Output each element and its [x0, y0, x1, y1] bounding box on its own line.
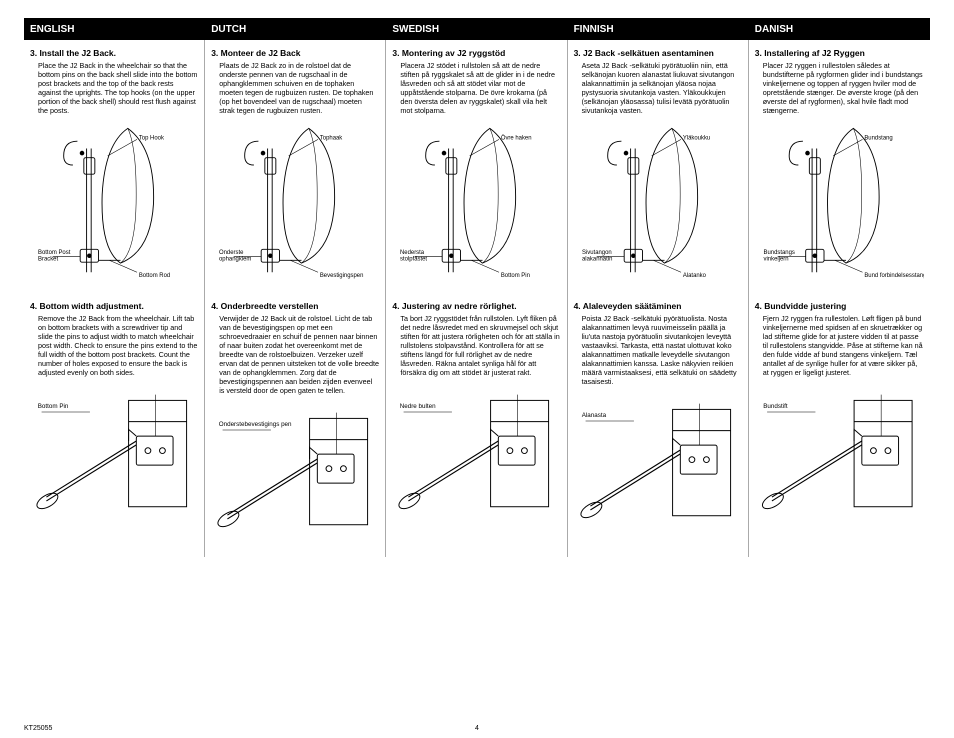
install-diagram: Top Hook Bottom Post Bracket Bottom Rod	[30, 121, 198, 286]
svg-text:Bracket: Bracket	[38, 256, 58, 262]
svg-text:Alanasta: Alanasta	[581, 412, 606, 419]
adjustment-diagram: Nedre bulten	[392, 383, 560, 528]
adjustment-diagram: Alanasta	[574, 392, 742, 537]
svg-text:Bottom Pin: Bottom Pin	[38, 403, 69, 410]
svg-text:vinkeljern: vinkeljern	[763, 256, 788, 262]
svg-text:Top Hook: Top Hook	[139, 135, 164, 141]
step4-title: 4. Bundvidde justering	[755, 301, 924, 311]
install-diagram: Bundstang Bundstangs vinkeljern Bund for…	[755, 121, 924, 286]
step4-title: 4. Onderbreedte verstellen	[211, 301, 379, 311]
svg-text:Sivutangon: Sivutangon	[582, 250, 612, 256]
language-column: 3. Montering av J2 ryggstöd Placera J2 st…	[386, 40, 567, 557]
step4-body: Poista J2 Back -selkätuki pyörätuolista.…	[582, 314, 742, 386]
step3-body: Plaats de J2 Back zo in de rolstoel dat …	[219, 61, 379, 115]
language-column: 3. Install the J2 Back. Place the J2 Back…	[24, 40, 205, 557]
language-column: 3. J2 Back -selkätuen asentaminen Aseta J…	[568, 40, 749, 557]
svg-text:stolpfästet: stolpfästet	[400, 256, 427, 262]
step4-title: 4. Alaleveyden säätäminen	[574, 301, 742, 311]
header-swedish: SWEDISH	[386, 24, 567, 35]
language-column: 3. Installering af J2 Ryggen Placer J2 ry…	[749, 40, 930, 557]
svg-text:Onderstebevestigings pen: Onderstebevestigings pen	[219, 421, 292, 428]
step4-title: 4. Bottom width adjustment.	[30, 301, 198, 311]
step3-title: 3. Montering av J2 ryggstöd	[392, 48, 560, 58]
step3-title: 3. Install the J2 Back.	[30, 48, 198, 58]
step3-title: 3. Installering af J2 Ryggen	[755, 48, 924, 58]
svg-text:Bottom Post: Bottom Post	[38, 250, 71, 256]
svg-text:Onderste: Onderste	[219, 250, 244, 256]
step4-body: Remove the J2 Back from the wheelchair. …	[38, 314, 198, 377]
svg-text:alakannatin: alakannatin	[582, 256, 612, 262]
footer: KT25055 4	[24, 725, 930, 732]
svg-text:Bottom Rod: Bottom Rod	[139, 273, 170, 279]
header-dutch: DUTCH	[205, 24, 386, 35]
step3-body: Place the J2 Back in the wheelchair so t…	[38, 61, 198, 115]
header-english: ENGLISH	[24, 24, 205, 35]
svg-text:Nedersta: Nedersta	[400, 250, 425, 256]
step3-body: Placera J2 stödet i rullstolen så att de…	[400, 61, 560, 115]
install-diagram: Övre haken Nedersta stolpfästet Bottom P…	[392, 121, 560, 286]
svg-text:ophangklem: ophangklem	[219, 256, 251, 262]
step4-body: Fjern J2 ryggen fra rullestolen. Løft fl…	[763, 314, 924, 377]
step4-body: Verwijder de J2 Back uit de rolstoel. Li…	[219, 314, 379, 395]
header-danish: DANISH	[749, 24, 930, 35]
header-finnish: FINNISH	[568, 24, 749, 35]
step4-title: 4. Justering av nedre rörlighet.	[392, 301, 560, 311]
adjustment-diagram: Bottom Pin	[30, 383, 198, 528]
install-diagram: Tophaak Onderste ophangklem Bevestigings…	[211, 121, 379, 286]
step3-title: 3. Monteer de J2 Back	[211, 48, 379, 58]
svg-text:Nedre bulten: Nedre bulten	[400, 403, 436, 410]
step4-body: Ta bort J2 ryggstödet från rullstolen. L…	[400, 314, 560, 377]
adjustment-diagram: Onderstebevestigings pen	[211, 401, 379, 546]
svg-text:Tophaak: Tophaak	[320, 135, 342, 141]
svg-text:Bund forbindelsesstang: Bund forbindelsesstang	[864, 273, 924, 279]
svg-text:Yläkoukku: Yläkoukku	[682, 135, 709, 141]
svg-text:Bevestigingspen: Bevestigingspen	[320, 273, 364, 279]
svg-text:Bundstangs: Bundstangs	[763, 250, 794, 256]
language-header: ENGLISH DUTCH SWEDISH FINNISH DANISH	[24, 18, 930, 40]
step3-body: Placer J2 ryggen i rullestolen således a…	[763, 61, 924, 115]
svg-text:Alatanko: Alatanko	[682, 273, 706, 279]
page-number: 4	[475, 725, 479, 732]
svg-text:Bottom Pin: Bottom Pin	[501, 273, 530, 279]
install-diagram: Yläkoukku Sivutangon alakannatin Alatank…	[574, 121, 742, 286]
svg-text:Bundstift: Bundstift	[763, 403, 788, 410]
svg-text:Bundstang: Bundstang	[864, 135, 892, 141]
adjustment-diagram: Bundstift	[755, 383, 924, 528]
language-column: 3. Monteer de J2 Back Plaats de J2 Back z…	[205, 40, 386, 557]
svg-text:Övre haken: Övre haken	[501, 134, 532, 141]
footer-code: KT25055	[24, 725, 52, 732]
step3-body: Aseta J2 Back -selkätuki pyörätuoliin ni…	[582, 61, 742, 115]
content-columns: 3. Install the J2 Back. Place the J2 Back…	[24, 40, 930, 557]
step3-title: 3. J2 Back -selkätuen asentaminen	[574, 48, 742, 58]
